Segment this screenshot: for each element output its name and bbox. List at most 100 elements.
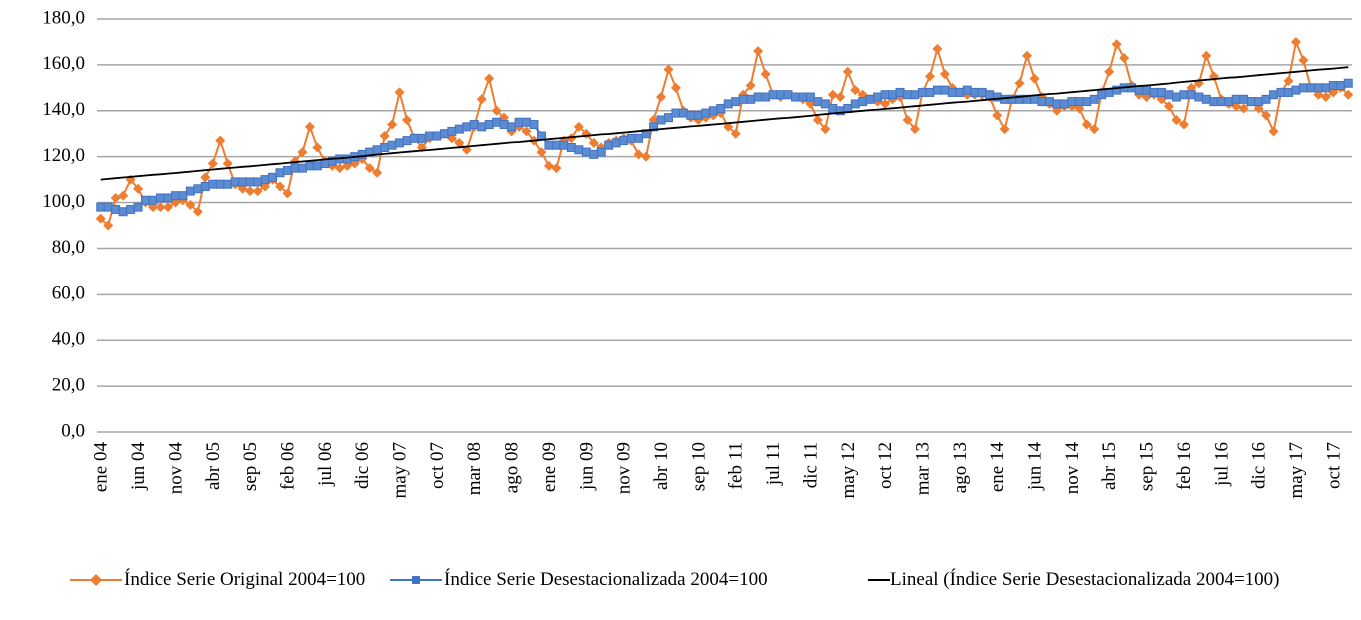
legend-label: Lineal (Índice Serie Desestacionalizada … <box>890 569 1280 590</box>
point <box>454 124 464 134</box>
point <box>238 177 248 187</box>
point <box>103 202 113 212</box>
point <box>170 191 180 201</box>
x-tick-label: oct 12 <box>875 442 896 489</box>
point <box>850 99 860 109</box>
point <box>873 92 883 102</box>
y-tick-label: 100,0 <box>42 191 85 212</box>
point <box>1306 83 1316 93</box>
point <box>596 147 606 157</box>
point <box>1290 36 1301 47</box>
point <box>895 87 905 97</box>
point <box>1328 81 1338 91</box>
point <box>432 131 442 141</box>
point <box>1224 97 1234 107</box>
legend-item: Índice Serie Desestacionalizada 2004=100 <box>388 566 828 594</box>
point <box>447 126 457 136</box>
point <box>835 92 846 103</box>
point <box>716 103 726 113</box>
point <box>275 181 286 192</box>
point <box>970 87 980 97</box>
point <box>909 124 920 135</box>
point <box>207 158 218 169</box>
point <box>334 163 345 174</box>
point <box>1313 83 1323 93</box>
point <box>962 85 972 95</box>
point <box>798 92 808 102</box>
y-tick-label: 80,0 <box>52 237 85 258</box>
point <box>925 87 935 97</box>
point <box>903 90 913 100</box>
x-tick-label: mar 13 <box>912 442 933 495</box>
point <box>663 113 673 123</box>
point <box>95 213 106 224</box>
point <box>701 108 711 118</box>
point <box>477 122 487 132</box>
point <box>245 186 256 197</box>
legend-marker <box>70 574 122 586</box>
point <box>155 193 165 203</box>
point <box>581 147 591 157</box>
point <box>1268 126 1279 137</box>
y-tick-label: 20,0 <box>52 374 85 395</box>
point <box>588 137 599 148</box>
point <box>290 163 300 173</box>
point <box>708 106 718 116</box>
x-tick-label: may 17 <box>1286 442 1307 498</box>
point <box>1134 85 1144 95</box>
point <box>544 140 554 150</box>
point <box>1089 94 1099 104</box>
point <box>992 110 1003 121</box>
point <box>1284 87 1294 97</box>
point <box>663 64 674 75</box>
point <box>529 120 539 130</box>
point <box>492 117 502 127</box>
point <box>260 175 270 185</box>
point <box>985 90 995 100</box>
point <box>745 80 756 91</box>
point <box>230 177 240 187</box>
point <box>693 110 703 120</box>
point <box>521 126 532 137</box>
point <box>656 115 666 125</box>
point <box>1269 90 1279 100</box>
point <box>1081 119 1092 130</box>
point <box>776 90 786 100</box>
point <box>880 98 891 109</box>
point <box>268 172 278 182</box>
point <box>1052 99 1062 109</box>
point <box>790 92 800 102</box>
point <box>1111 39 1122 50</box>
point <box>282 165 292 175</box>
point <box>1238 103 1249 114</box>
point <box>955 87 965 97</box>
point <box>999 124 1010 135</box>
point <box>1254 97 1264 107</box>
point <box>1067 97 1077 107</box>
point <box>1320 92 1331 103</box>
point <box>761 92 771 102</box>
point <box>118 190 129 201</box>
point <box>162 202 173 213</box>
point <box>566 133 577 144</box>
x-tick-label: sep 15 <box>1137 442 1158 491</box>
y-tick-label: 140,0 <box>42 99 85 120</box>
point <box>1343 78 1353 88</box>
point <box>939 69 950 80</box>
point <box>551 140 561 150</box>
point <box>409 133 419 143</box>
point <box>1171 114 1182 125</box>
point <box>304 121 315 132</box>
point <box>932 85 942 95</box>
point <box>126 204 136 214</box>
point <box>192 206 203 217</box>
point <box>641 151 652 162</box>
point <box>543 160 554 171</box>
point <box>185 199 196 210</box>
plot: 0,0 20,0 40,0 60,0 80,0 100,0 120,0 140,0 160,0 1… <box>42 7 1354 498</box>
x-tick-label: abr 10 <box>651 442 672 490</box>
point <box>484 73 495 84</box>
point <box>1074 97 1084 107</box>
point <box>379 131 390 142</box>
